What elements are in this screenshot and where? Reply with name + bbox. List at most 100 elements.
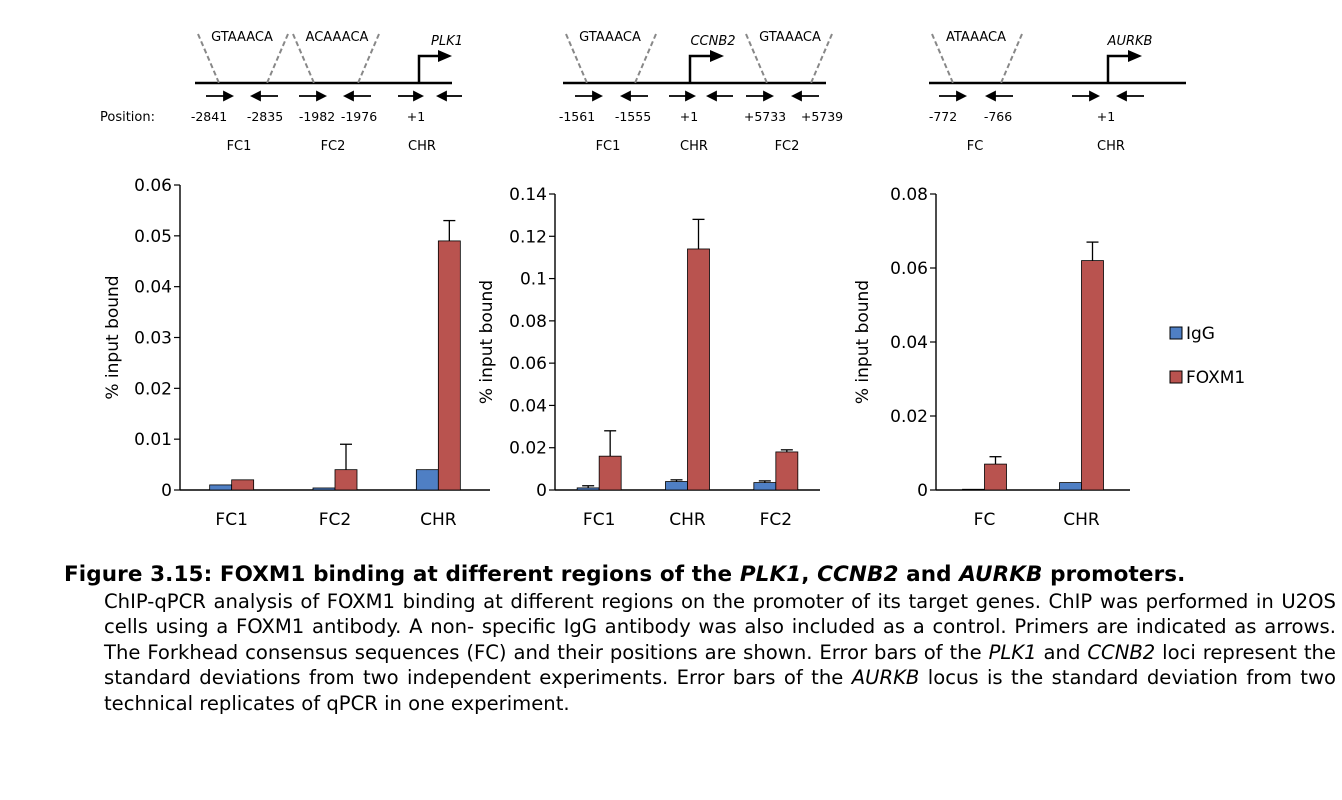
x-tick-label: FC2: [319, 510, 351, 530]
tss-arrowhead: [1128, 50, 1142, 62]
caption-run: AURKB: [959, 562, 1043, 587]
motif-dash: [1000, 33, 1023, 84]
y-tick-label: 0.02: [134, 379, 172, 399]
y-tick-label: 0: [536, 481, 547, 501]
y-tick-label: 0.02: [509, 439, 547, 459]
motif-dash: [810, 33, 833, 84]
gene-name: AURKB: [1107, 34, 1153, 49]
y-tick-label: 0.1: [520, 270, 547, 290]
region-label: FC2: [321, 139, 346, 154]
y-tick-label: 0.06: [134, 176, 172, 196]
motif-dash: [565, 33, 588, 84]
y-tick-label: 0.05: [134, 227, 172, 247]
y-tick-label: 0.08: [890, 185, 928, 205]
x-tick-label: FC1: [583, 510, 615, 530]
caption-run: Figure 3.15: FOXM1 binding at different …: [64, 562, 740, 587]
x-tick-label: CHR: [1063, 510, 1100, 530]
motif-label: ATAAACA: [946, 30, 1006, 45]
y-tick-label: 0.04: [509, 396, 547, 416]
bar-igg: [665, 481, 688, 491]
x-tick-label: CHR: [420, 510, 457, 530]
x-tick-label: FC1: [215, 510, 247, 530]
x-tick-label: FC: [974, 510, 996, 530]
x-tick-label: FC2: [760, 510, 792, 530]
position: -1561: [559, 109, 595, 124]
y-tick-label: 0: [917, 481, 928, 501]
bar-igg: [312, 487, 336, 491]
region-label: FC1: [596, 139, 621, 154]
region-label: FC: [967, 139, 984, 154]
region-label: CHR: [1097, 139, 1125, 154]
position: -1976: [341, 109, 377, 124]
motif-dash: [197, 33, 220, 84]
region-label: CHR: [408, 139, 436, 154]
position: +5733: [744, 109, 786, 124]
bar-igg: [415, 469, 439, 491]
position: -772: [929, 109, 957, 124]
y-tick-label: 0.02: [890, 407, 928, 427]
motif-label: GTAAACA: [759, 30, 821, 45]
caption-run: loci represent the standard deviations f…: [104, 640, 1336, 690]
primer-arrows: [939, 90, 1144, 102]
region-label: FC2: [775, 139, 800, 154]
y-tick-label: 0.04: [134, 278, 172, 298]
motif-dash: [266, 33, 289, 84]
motif-dash: [634, 33, 657, 84]
bar-igg: [753, 482, 777, 491]
position: +1: [407, 109, 425, 124]
figure: GTAAACA ACAAACA PLK1 Position: -2841 -28…: [100, 30, 1245, 530]
caption-run: CCNB2: [1087, 640, 1156, 664]
bar-foxm1: [598, 455, 622, 491]
bar-foxm1: [775, 451, 799, 491]
legend-swatch-igg: [1169, 326, 1183, 340]
y-axis-label: % input bound: [103, 275, 123, 399]
position: -766: [984, 109, 1012, 124]
legend-label-igg: IgG: [1186, 324, 1215, 344]
y-axis-label: % input bound: [853, 280, 873, 404]
aurkb-promoter-diagram: ATAAACA AURKB -772 -766 +1 FC CHR: [929, 30, 1186, 154]
motif-label: GTAAACA: [211, 30, 273, 45]
caption-run: and: [1036, 640, 1088, 664]
caption-title: Figure 3.15: FOXM1 binding at different …: [64, 562, 1336, 587]
primer-arrows: [575, 90, 819, 102]
caption-run: ,: [801, 562, 818, 587]
motif-dash: [931, 33, 954, 84]
aurkb-bar-chart: 0 0.02 0.04 0.06 0.08 % input bound FC CHR: [853, 185, 1130, 530]
primer-arrows: [206, 90, 462, 102]
y-axis-label: % input bound: [477, 280, 497, 404]
motif-dash: [357, 33, 380, 84]
plk1-promoter-diagram: GTAAACA ACAAACA PLK1 Position: -2841 -28…: [100, 30, 463, 154]
position: +5739: [801, 109, 843, 124]
position: -1555: [615, 109, 651, 124]
region-label: CHR: [680, 139, 708, 154]
y-tick-label: 0.01: [134, 430, 172, 450]
tss-arrow: [417, 54, 440, 83]
y-tick-label: 0.04: [890, 333, 928, 353]
position: +1: [680, 109, 698, 124]
y-tick-label: 0.06: [890, 259, 928, 279]
caption-run: AURKB: [851, 666, 920, 690]
caption-run: PLK1: [739, 562, 802, 587]
caption-run: ChIP-qPCR analysis of FOXM1 binding at d…: [104, 590, 1336, 664]
bar-foxm1: [231, 479, 255, 491]
caption-run: and: [898, 562, 960, 587]
bar-igg: [209, 484, 233, 491]
legend-swatch-foxm1: [1169, 370, 1183, 384]
y-tick-label: 0: [161, 481, 172, 501]
position: -2835: [247, 109, 283, 124]
position: +1: [1097, 109, 1115, 124]
y-tick-label: 0.12: [509, 227, 547, 247]
tss-arrowhead: [710, 50, 724, 62]
caption-body: ChIP-qPCR analysis of FOXM1 binding at d…: [104, 589, 1336, 716]
caption-run: CCNB2: [817, 562, 899, 587]
caption-run: PLK1: [988, 640, 1037, 664]
region-label: FC1: [227, 139, 252, 154]
tss-arrowhead: [438, 50, 452, 62]
bar-foxm1: [1081, 260, 1104, 491]
caption-run: locus is the standard deviation from two…: [104, 666, 1337, 715]
bar-foxm1: [334, 469, 358, 491]
motif-label: GTAAACA: [579, 30, 641, 45]
tss-arrow: [1106, 54, 1130, 83]
bar-foxm1: [984, 463, 1007, 491]
y-tick-label: 0.14: [509, 185, 547, 205]
